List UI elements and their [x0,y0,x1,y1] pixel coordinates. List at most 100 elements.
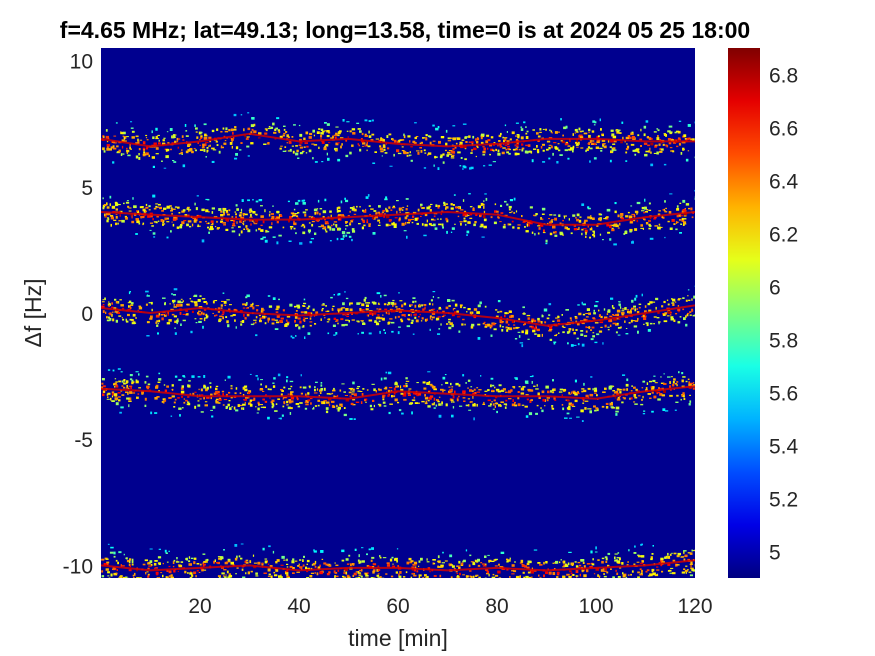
spectrogram-cell [271,215,275,219]
spectrogram-cell [218,402,221,404]
spectrogram-cell [515,147,518,149]
spectrogram-cell [107,218,110,220]
spectrogram-cell [204,317,208,319]
spectrogram-cell [518,335,521,338]
spectrogram-cell [271,318,275,321]
spectrogram-cell [521,149,524,152]
spectrogram-cell [514,144,516,147]
spectrogram-cell [197,225,201,227]
spectrogram-cell [589,160,591,163]
spectrogram-cell [102,204,106,208]
spectrogram-cell [458,566,461,569]
spectrogram-cell [285,323,289,326]
spectrogram-cell [401,139,405,141]
spectrogram-cell [525,126,527,128]
spectrogram-cell [367,194,370,197]
spectrogram-cell [418,393,422,396]
spectrogram-cell [649,301,653,304]
spectrogram-cell [441,315,445,318]
spectrogram-cell [566,226,568,230]
spectrogram-cell [292,558,295,561]
spectrogram-cell [483,210,486,214]
spectrogram-cell [673,579,677,581]
spectrogram-cell [168,584,172,586]
spectrogram-cell [258,199,263,202]
spectrogram-cell [342,586,344,588]
spectrogram-cell [393,139,397,143]
spectrogram-cell [581,228,584,231]
spectrogram-cell [505,399,508,402]
spectrogram-cell [477,558,480,562]
spectrogram-cell [225,228,229,231]
spectrogram-cell [561,314,563,316]
spectrogram-cell [326,135,330,138]
spectrogram-cell [370,408,374,411]
spectrogram-cell [346,130,349,132]
spectrogram-cell [506,140,510,144]
spectrogram-cell [222,316,224,320]
spectrogram-cell [556,571,560,574]
y-tick-label: 5 [81,177,93,200]
spectrogram-cell [379,576,382,578]
spectrogram-cell [553,142,557,144]
spectrogram-cell [570,575,572,578]
spectrogram-cell [199,144,202,146]
spectrogram-cell [472,392,475,395]
spectrogram-cell [419,313,421,316]
spectrogram-cell [593,234,596,238]
spectrogram-cell [334,562,336,564]
spectrogram-cell [682,209,686,212]
spectrogram-cell [228,575,233,578]
spectrogram-cell [166,576,170,578]
spectrogram-cell [492,403,495,406]
spectrogram-cell [290,335,293,338]
spectrogram-cell [327,225,330,229]
spectrogram-cell [162,224,164,226]
spectrogram-cell [388,387,393,389]
spectrogram-cell [647,303,651,306]
spectrogram-cell [326,321,330,323]
spectrogram-cell [517,146,519,148]
spectrogram-cell [525,132,528,135]
spectrogram-cell [679,219,682,221]
spectrogram-cell [446,323,449,325]
spectrogram-cell [573,228,578,231]
spectrogram-cell [569,570,572,573]
spectrogram-cell [364,399,367,402]
spectrogram-cell [369,404,372,408]
spectrogram-cell [330,296,333,299]
spectrogram-cell [453,308,456,310]
spectrogram-cell [268,213,271,217]
spectrogram-cell [615,390,619,394]
spectrogram-cell [545,571,548,575]
spectrogram-cell [540,146,543,149]
spectrogram-cell [333,334,336,336]
spectrogram-cell [167,142,170,144]
spectrogram-cell [130,386,132,389]
spectrogram-cell [329,240,332,242]
spectrogram-cell [606,313,609,315]
spectrogram-cell [448,386,451,388]
spectrogram-cell [339,403,343,406]
spectrogram-cell [122,153,125,155]
spectrogram-cell [250,124,255,127]
spectrogram-cell [438,306,441,310]
spectrogram-cell [244,303,248,306]
spectrogram-cell [609,319,613,323]
spectrogram-cell [357,390,361,392]
spectrogram-cell [570,572,573,575]
spectrogram-cell [342,575,345,578]
spectrogram-cell [627,561,629,563]
spectrogram-cell [459,572,461,576]
spectrogram-cell [290,212,295,215]
spectrogram-cell [428,390,431,392]
spectrogram-cell [255,305,260,307]
spectrogram-cell [135,371,139,373]
spectrogram-cell [231,406,233,408]
spectrogram-cell [602,145,604,147]
spectrogram-cell [483,401,485,405]
spectrogram-cell [685,299,688,302]
spectrogram-cell [262,391,265,392]
spectrogram-cell [614,396,617,399]
spectrogram-cell [200,388,203,392]
